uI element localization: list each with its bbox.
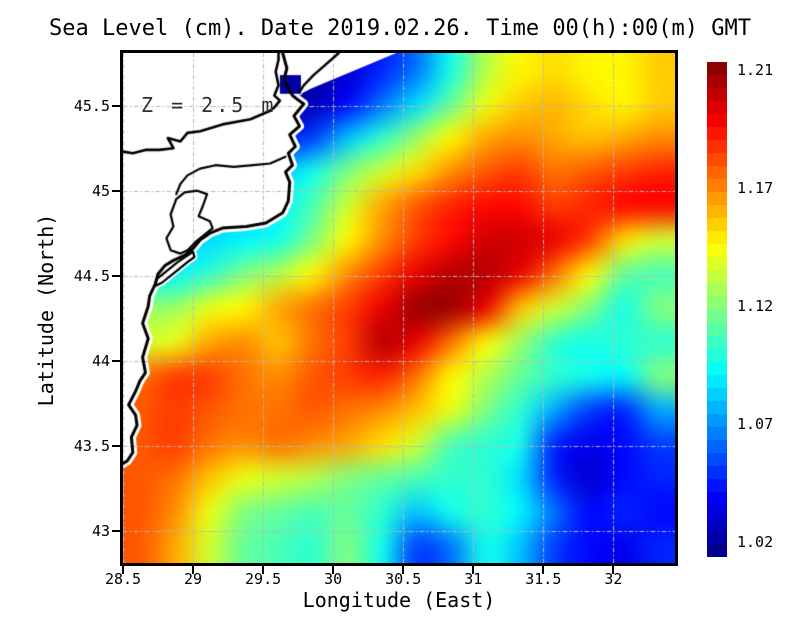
x-tick-label: 29 [184,570,203,588]
colorbar [707,62,727,557]
x-tick-label: 31.5 [525,570,562,588]
x-tick-mark [402,566,405,574]
x-tick-label: 30.5 [385,570,422,588]
depth-annotation: Z = 2.5 m [141,93,277,117]
x-tick-mark [332,566,335,574]
x-tick-mark [262,566,265,574]
y-tick-mark [112,359,120,362]
x-tick-mark [192,566,195,574]
colorbar-tick-label: 1.21 [737,61,774,79]
sea-level-heatmap-canvas [123,53,675,563]
y-tick-label: 44.5 [73,266,110,285]
x-tick-label: 32 [604,570,623,588]
y-tick-label: 43.5 [73,436,110,455]
x-tick-label: 31 [464,570,483,588]
colorbar-tick-label: 1.02 [737,533,774,551]
y-tick-label: 44 [91,351,110,370]
colorbar-tick-label: 1.07 [737,415,774,433]
x-tick-mark [542,566,545,574]
y-tick-label: 43 [91,521,110,540]
x-tick-label: 30 [324,570,343,588]
colorbar-tick-label: 1.12 [737,297,774,315]
y-tick-mark [112,104,120,107]
y-axis-label: Latitude (North) [34,213,58,407]
x-tick-mark [612,566,615,574]
x-axis-label: Longitude (East) [302,588,496,612]
y-tick-mark [112,444,120,447]
y-tick-mark [112,529,120,532]
x-tick-label: 29.5 [245,570,282,588]
y-tick-label: 45.5 [73,96,110,115]
y-tick-mark [112,189,120,192]
x-tick-label: 28.5 [104,570,142,588]
figure-title: Sea Level (cm). Date 2019.02.26. Time 00… [49,16,751,41]
y-tick-mark [112,274,120,277]
y-tick-label: 45 [91,181,110,200]
x-tick-mark [122,566,124,574]
x-tick-mark [472,566,475,574]
colorbar-tick-label: 1.17 [737,179,774,197]
